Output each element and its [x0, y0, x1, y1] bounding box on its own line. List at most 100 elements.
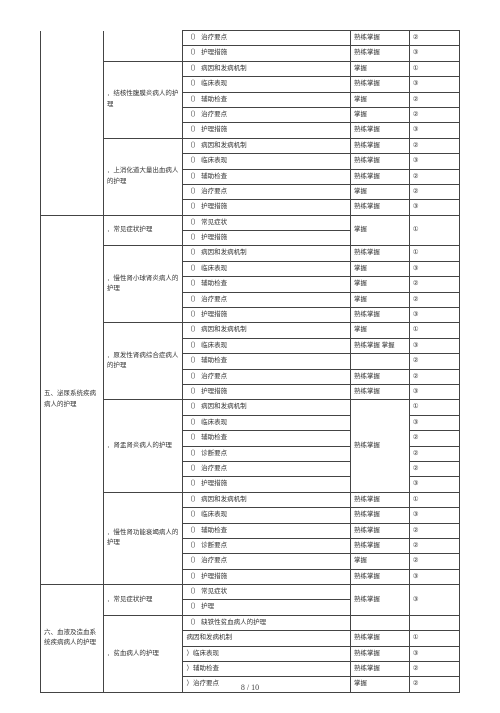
- code-cell: ①: [409, 246, 459, 261]
- level-cell: 熟练掌握: [351, 662, 410, 677]
- level-cell: 掌握: [351, 215, 410, 246]
- level-cell: 熟练掌握: [351, 508, 410, 523]
- level-cell: 掌握: [351, 554, 410, 569]
- code-cell: ②: [409, 523, 459, 538]
- item-cell: （） 辅助检查: [183, 169, 351, 184]
- item-cell: （） 护理措施: [183, 231, 351, 246]
- item-cell: （） 护理措施: [183, 308, 351, 323]
- level-cell: 熟练掌握: [351, 46, 410, 61]
- code-cell: ③: [409, 77, 459, 92]
- code-cell: ②: [409, 431, 459, 446]
- code-cell: ③: [409, 477, 459, 492]
- item-cell: （） 辅助检查: [183, 92, 351, 107]
- level-cell: 熟练掌握: [351, 123, 410, 138]
- code-cell: ③: [409, 46, 459, 61]
- topic-cell: ．结核性腹膜炎病人的护理: [103, 61, 183, 138]
- level-cell: 熟练掌握: [351, 492, 410, 507]
- level-cell: 熟练掌握: [351, 400, 410, 492]
- item-cell: （） 病因和发病机制: [183, 138, 351, 153]
- item-cell: （） 临床表现: [183, 77, 351, 92]
- code-cell: ②: [409, 354, 459, 369]
- level-cell: 熟练掌握: [351, 138, 410, 153]
- item-cell: （） 临床表现: [183, 415, 351, 430]
- page-footer: 8 / 10: [0, 683, 500, 692]
- item-cell: （） 诊断要点: [183, 538, 351, 553]
- item-cell: （） 护理措施: [183, 46, 351, 61]
- code-cell: [409, 615, 459, 630]
- code-cell: ①: [409, 61, 459, 76]
- code-cell: ③: [409, 154, 459, 169]
- level-cell: 熟练掌握: [351, 308, 410, 323]
- topic-cell: [103, 31, 183, 62]
- item-cell: （） 病因和发病机制: [183, 323, 351, 338]
- topic-cell: ．慢性肾功能衰竭病人的护理: [103, 492, 183, 584]
- item-cell: ）辅助检查: [183, 662, 351, 677]
- category-cell: 五、泌尿系统疾病病人的护理: [41, 215, 104, 584]
- level-cell: 熟练掌握: [351, 169, 410, 184]
- item-cell: （） 护理措施: [183, 569, 351, 584]
- level-cell: 掌握: [351, 61, 410, 76]
- code-cell: ③: [409, 200, 459, 215]
- item-cell: （） 护理: [183, 600, 351, 615]
- code-cell: ③: [409, 123, 459, 138]
- topic-cell: ．常见症状护理: [103, 215, 183, 246]
- item-cell: 病因和发病机制: [183, 631, 351, 646]
- item-cell: （） 护理措施: [183, 384, 351, 399]
- level-cell: 掌握: [351, 292, 410, 307]
- item-cell: （） 辅助检查: [183, 354, 351, 369]
- syllabus-table: （） 治疗要点熟练掌握②（） 护理措施熟练掌握③．结核性腹膜炎病人的护理（） 病…: [40, 30, 460, 693]
- item-cell: （） 护理措施: [183, 123, 351, 138]
- code-cell: ①: [409, 215, 459, 246]
- item-cell: （） 治疗要点: [183, 107, 351, 122]
- code-cell: ③: [409, 569, 459, 584]
- item-cell: （） 诊断要点: [183, 446, 351, 461]
- item-cell: （） 临床表现: [183, 338, 351, 353]
- code-cell: ②: [409, 107, 459, 122]
- level-cell: 熟练掌握: [351, 538, 410, 553]
- level-cell: 掌握: [351, 184, 410, 199]
- level-cell: 熟练掌握: [351, 200, 410, 215]
- item-cell: （） 治疗要点: [183, 292, 351, 307]
- level-cell: 熟练掌握: [351, 569, 410, 584]
- code-cell: ②: [409, 169, 459, 184]
- code-cell: ②: [409, 292, 459, 307]
- code-cell: ③: [409, 415, 459, 430]
- code-cell: ③: [409, 508, 459, 523]
- item-cell: （） 临床表现: [183, 508, 351, 523]
- code-cell: ②: [409, 138, 459, 153]
- topic-cell: ．上消化道大量出血病人的护理: [103, 138, 183, 215]
- item-cell: （） 治疗要点: [183, 184, 351, 199]
- category-cell: 六、血液及造血系统疾病病人的护理: [41, 585, 104, 693]
- code-cell: ③: [409, 308, 459, 323]
- code-cell: ①: [409, 631, 459, 646]
- item-cell: （） 护理措施: [183, 200, 351, 215]
- topic-cell: ．慢性肾小球肾炎病人的护理: [103, 246, 183, 323]
- item-cell: （） 病因和发病机制: [183, 61, 351, 76]
- level-cell: 熟练掌握: [351, 369, 410, 384]
- code-cell: ②: [409, 662, 459, 677]
- code-cell: ①: [409, 492, 459, 507]
- item-cell: （） 临床表现: [183, 261, 351, 276]
- item-cell: （） 缺铁性贫血病人的护理: [183, 615, 351, 630]
- level-cell: 熟练掌握: [351, 631, 410, 646]
- topic-cell: ．肾盂肾炎病人的护理: [103, 400, 183, 492]
- topic-cell: ．常见症状护理: [103, 585, 183, 616]
- level-cell: 熟练掌握: [351, 585, 410, 616]
- level-cell: 掌握: [351, 261, 410, 276]
- topic-cell: ．原发性肾病综合症病人的护理: [103, 323, 183, 400]
- topic-cell: ．贫血病人的护理: [103, 615, 183, 692]
- item-cell: （） 临床表现: [183, 154, 351, 169]
- code-cell: ②: [409, 461, 459, 476]
- level-cell: [351, 615, 410, 630]
- item-cell: （） 辅助检查: [183, 431, 351, 446]
- item-cell: （） 病因和发病机制: [183, 246, 351, 261]
- level-cell: 掌握: [351, 323, 410, 338]
- code-cell: ②: [409, 446, 459, 461]
- item-cell: ）临床表现: [183, 646, 351, 661]
- category-cell: [41, 31, 104, 216]
- item-cell: （） 治疗要点: [183, 369, 351, 384]
- code-cell: ②: [409, 369, 459, 384]
- code-cell: ②: [409, 538, 459, 553]
- level-cell: 熟练掌握: [351, 646, 410, 661]
- level-cell: 熟练掌握: [351, 246, 410, 261]
